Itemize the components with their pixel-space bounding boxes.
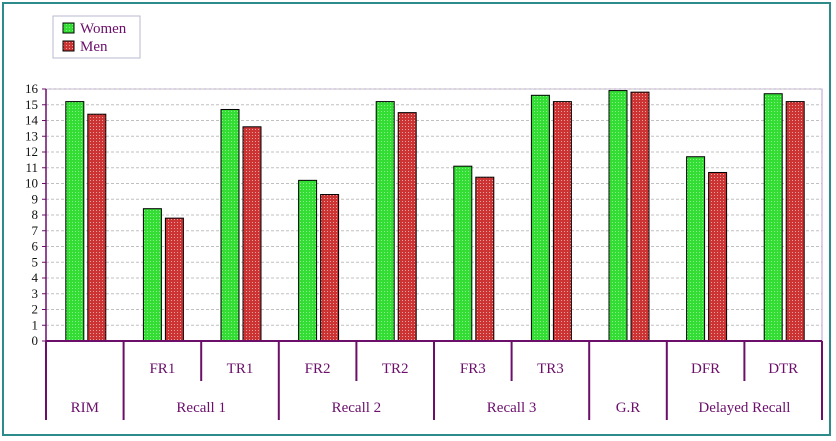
bar-men — [708, 171, 728, 342]
y-tick-label: 11 — [25, 160, 38, 175]
y-tick-label: 4 — [32, 270, 39, 285]
x-group-label: Delayed Recall — [698, 400, 790, 416]
bar-women — [298, 179, 318, 342]
y-tick-label: 15 — [25, 97, 38, 112]
legend-swatch-women — [62, 22, 75, 34]
y-tick-label: 12 — [25, 144, 38, 159]
legend-label-women: Women — [80, 21, 127, 37]
x-axis: RIM FR1 TR1 Recall 1 FR2 TR2 Recall 2 FR3 TR3 Rec… — [45, 340, 823, 420]
x-group-label: Recall 2 — [332, 400, 382, 416]
bar-men — [87, 113, 107, 342]
bar-men — [475, 176, 495, 342]
y-tick-label: 16 — [25, 81, 39, 96]
x-group-label: Recall 1 — [176, 400, 226, 416]
legend-swatch-men — [62, 40, 75, 52]
y-tick-label: 5 — [32, 254, 39, 269]
y-tick-label: 0 — [32, 333, 39, 348]
y-tick-label: 8 — [32, 207, 39, 222]
bars — [65, 90, 805, 342]
y-tick-label: 3 — [32, 286, 39, 301]
x-category-label: TR1 — [227, 361, 254, 377]
x-category-label: FR2 — [305, 361, 331, 377]
x-category-label: FR1 — [149, 361, 175, 377]
y-tick-label: 6 — [32, 239, 39, 254]
bar-men — [164, 217, 184, 342]
bar-men — [785, 101, 805, 342]
y-tick-label: 1 — [32, 317, 39, 332]
x-category-label: DTR — [768, 361, 798, 377]
x-group-label: G.R — [616, 400, 641, 416]
bar-men — [630, 91, 650, 342]
x-category-label: TR3 — [537, 361, 564, 377]
bar-men — [552, 101, 572, 342]
y-tick-label: 14 — [25, 113, 39, 128]
bar-women — [142, 208, 162, 342]
y-tick-label: 9 — [32, 191, 39, 206]
y-tick-label: 7 — [32, 223, 39, 238]
legend: Women Men — [52, 15, 141, 59]
bar-women — [686, 156, 706, 342]
bar-men — [242, 126, 262, 342]
bar-women — [530, 94, 550, 342]
bar-men — [397, 112, 417, 342]
bar-women — [65, 101, 85, 342]
bar-women — [608, 90, 628, 342]
y-tick-label: 10 — [25, 176, 38, 191]
x-group-label: Recall 3 — [487, 400, 537, 416]
x-category-label: FR3 — [460, 361, 486, 377]
bar-women — [220, 108, 240, 342]
x-category-label: TR2 — [382, 361, 409, 377]
bar-women — [453, 165, 473, 342]
bar-men — [320, 194, 340, 342]
x-group-label: RIM — [71, 400, 99, 416]
bar-women — [763, 93, 783, 342]
x-category-label: DFR — [691, 361, 720, 377]
legend-label-men: Men — [80, 39, 108, 55]
y-tick-label: 13 — [25, 128, 38, 143]
y-tick-label: 2 — [32, 302, 39, 317]
bar-women — [375, 101, 395, 342]
